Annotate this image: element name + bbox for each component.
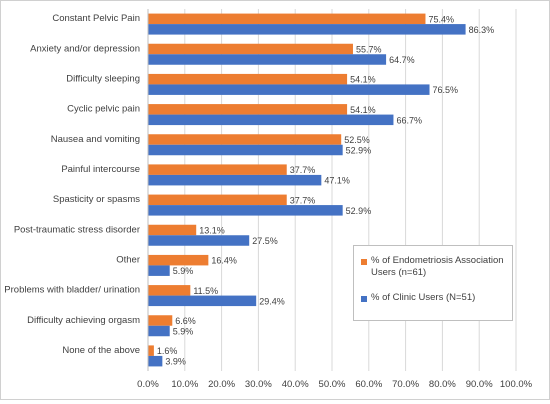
- data-label-clinic: 64.7%: [389, 55, 415, 65]
- data-label-clinic: 3.9%: [165, 357, 186, 367]
- bar-endometriosis: [148, 104, 348, 115]
- category-label: Post-traumatic stress disorder: [14, 224, 140, 235]
- bar-clinic: [148, 54, 387, 65]
- data-label-clinic: 29.4%: [259, 296, 285, 306]
- bar-clinic: [148, 325, 170, 337]
- x-tick-label: 10.0%: [171, 379, 198, 390]
- bar-clinic: [148, 174, 322, 186]
- data-label-clinic: 66.7%: [396, 115, 422, 125]
- bar-clinic: [148, 114, 394, 126]
- legend-swatch-endometriosis: [361, 259, 367, 265]
- data-label-clinic: 27.5%: [252, 236, 278, 246]
- category-label: Difficulty sleeping: [66, 73, 140, 84]
- bar-endometriosis: [148, 13, 426, 25]
- category-label: Spasticity or spasms: [53, 194, 140, 205]
- category-label: Nausea and vomiting: [51, 134, 140, 145]
- bar-clinic: [148, 144, 343, 156]
- data-label-clinic: 52.9%: [346, 206, 372, 216]
- legend-item-clinic: % of Clinic Users (N=51): [361, 292, 509, 304]
- x-tick-label: 70.0%: [392, 379, 419, 390]
- category-label: Constant Pelvic Pain: [52, 13, 140, 24]
- data-label-endometriosis: 1.6%: [157, 346, 178, 356]
- data-label-endometriosis: 54.1%: [350, 75, 376, 85]
- x-tick-label: 100.0%: [500, 379, 533, 390]
- category-label: None of the above: [62, 345, 140, 356]
- x-tick-label: 0.0%: [137, 379, 159, 390]
- data-label-clinic: 5.9%: [173, 327, 194, 337]
- x-tick-label: 80.0%: [429, 379, 456, 390]
- data-label-endometriosis: 75.4%: [428, 14, 454, 24]
- data-label-endometriosis: 37.7%: [290, 165, 316, 175]
- bar-clinic: [148, 235, 250, 246]
- x-tick-label: 50.0%: [319, 379, 346, 390]
- data-label-clinic: 5.9%: [173, 266, 194, 276]
- category-label: Cyclic pelvic pain: [67, 104, 140, 115]
- legend: % of Endometriosis Association Users (n=…: [353, 245, 513, 321]
- data-label-endometriosis: 54.1%: [350, 105, 376, 115]
- bar-endometriosis: [148, 164, 287, 175]
- data-label-endometriosis: 37.7%: [290, 195, 316, 205]
- data-label-clinic: 47.1%: [324, 176, 350, 186]
- bar-endometriosis: [148, 254, 209, 266]
- x-tick-label: 60.0%: [355, 379, 382, 390]
- legend-label-clinic: % of Clinic Users (N=51): [371, 292, 476, 303]
- bar-endometriosis: [148, 194, 287, 206]
- x-tick-label: 30.0%: [245, 379, 272, 390]
- data-label-clinic: 52.9%: [346, 146, 372, 156]
- data-label-endometriosis: 13.1%: [199, 226, 225, 236]
- bar-endometriosis: [148, 73, 348, 85]
- data-label-clinic: 76.5%: [433, 85, 459, 95]
- category-label: Other: [116, 254, 140, 265]
- legend-swatch-clinic: [361, 296, 367, 302]
- bar-clinic: [148, 355, 163, 367]
- x-tick-label: 90.0%: [466, 379, 493, 390]
- category-label: Anxiety and/or depression: [30, 43, 140, 54]
- data-label-clinic: 86.3%: [469, 25, 495, 35]
- x-tick-label: 40.0%: [282, 379, 309, 390]
- bar-endometriosis: [148, 134, 342, 145]
- bar-endometriosis: [148, 315, 173, 326]
- bar-endometriosis: [148, 43, 353, 55]
- bar-endometriosis: [148, 224, 197, 236]
- bar-endometriosis: [148, 345, 154, 356]
- data-label-endometriosis: 6.6%: [175, 316, 196, 326]
- category-label: Problems with bladder/ urination: [4, 285, 140, 296]
- bar-clinic: [148, 84, 430, 95]
- bar-clinic: [148, 295, 257, 307]
- data-label-endometriosis: 16.4%: [211, 256, 237, 266]
- x-tick-label: 20.0%: [208, 379, 235, 390]
- data-label-endometriosis: 11.5%: [193, 286, 218, 296]
- legend-label-endometriosis: % of Endometriosis Association Users (n=…: [371, 255, 504, 278]
- data-label-endometriosis: 52.5%: [344, 135, 370, 145]
- bar-clinic: [148, 24, 466, 35]
- category-label: Difficulty achieving orgasm: [27, 315, 140, 326]
- legend-item-endometriosis: % of Endometriosis Association Users (n=…: [361, 255, 509, 279]
- bar-endometriosis: [148, 285, 191, 296]
- bar-clinic: [148, 205, 343, 216]
- data-label-endometriosis: 55.7%: [356, 45, 382, 55]
- bar-clinic: [148, 265, 170, 276]
- category-label: Painful intercourse: [61, 164, 140, 175]
